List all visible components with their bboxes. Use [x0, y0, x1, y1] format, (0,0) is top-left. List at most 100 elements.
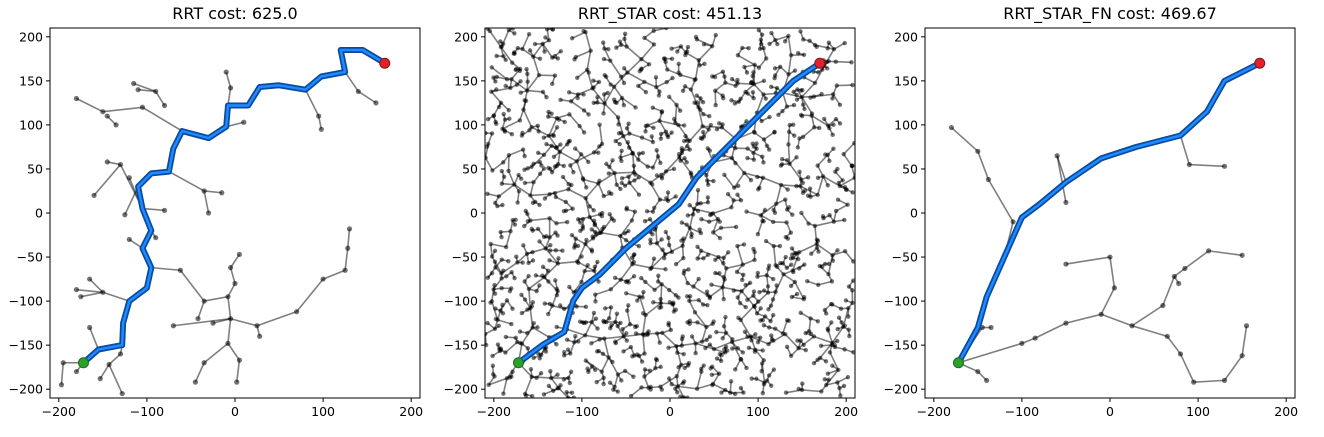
tree-edge [626, 58, 642, 74]
tree-node [195, 316, 201, 322]
tree-edge [142, 207, 165, 212]
tree-node [676, 295, 681, 300]
tree-node [676, 61, 681, 67]
tree-node [617, 141, 622, 147]
tree-node [597, 122, 602, 127]
tree-edge [230, 317, 258, 327]
tree-node [710, 382, 715, 388]
tree-node [601, 111, 606, 116]
tree-node [170, 323, 176, 329]
tree-edge [304, 89, 320, 117]
tree-node [594, 232, 599, 237]
x-tick-label: 100 [311, 404, 335, 419]
tree-node [707, 342, 713, 347]
tree-edge [768, 333, 786, 345]
tree-node [706, 127, 711, 132]
tree-node [801, 52, 807, 58]
tree-node [636, 175, 642, 180]
tree-node [664, 79, 669, 85]
tree-node [610, 359, 615, 365]
tree-node [607, 164, 612, 170]
x-tick-label: 200 [1274, 404, 1298, 419]
tree-node [642, 219, 648, 224]
tree-node [825, 183, 831, 188]
tree-node [579, 152, 584, 157]
tree-node [521, 243, 526, 248]
tree-node [601, 56, 607, 62]
tree-node [1177, 351, 1184, 357]
tree-node [561, 306, 567, 312]
tree-node [633, 172, 638, 177]
tree-node [192, 379, 198, 385]
tree-node [104, 113, 110, 119]
tree-node [639, 275, 644, 281]
tree-node [822, 377, 827, 382]
tree-node [1239, 252, 1245, 258]
tree-node [835, 197, 841, 202]
tree-node [842, 347, 847, 352]
tree-node [801, 295, 807, 300]
tree-node [554, 342, 559, 347]
tree-node [786, 33, 791, 39]
tree-node [733, 367, 738, 372]
tree-node [153, 88, 159, 95]
tree-node [836, 367, 841, 373]
tree-node [817, 125, 822, 131]
tree-node [708, 122, 714, 128]
tree-node [553, 278, 558, 283]
tree-node [618, 277, 623, 282]
tree-node [642, 79, 647, 85]
tree-node [845, 202, 850, 207]
tree-node [498, 229, 503, 235]
tree-node [571, 395, 577, 398]
tree-node [1191, 379, 1197, 385]
tree-node [622, 36, 627, 42]
tree-edge [558, 387, 569, 398]
tree-edge [774, 273, 785, 293]
tree-node [621, 349, 626, 354]
tree-node [718, 358, 724, 364]
tree-node [659, 387, 665, 392]
tree-node [520, 147, 526, 152]
tree-node [566, 375, 571, 381]
tree-node [345, 245, 351, 251]
tree-edge [504, 341, 518, 354]
tree-node [544, 28, 550, 32]
tree-node [526, 32, 532, 37]
tree-node [602, 101, 607, 106]
tree-node [1243, 323, 1250, 329]
tree-node [580, 224, 586, 229]
tree-node [771, 276, 776, 282]
tree-node [786, 142, 791, 147]
tree-node [615, 389, 620, 394]
tree-node [548, 369, 553, 374]
tree-node [664, 132, 670, 137]
tree-node [654, 331, 660, 336]
tree-edge [603, 86, 615, 104]
tree-node [733, 224, 739, 230]
tree-node [528, 193, 533, 198]
tree-node [498, 100, 504, 105]
tree-node [489, 271, 495, 276]
tree-node [537, 56, 543, 61]
tree-node [819, 389, 824, 394]
tree-node [635, 352, 640, 357]
tree-edge [576, 151, 595, 162]
tree-node [494, 121, 499, 127]
tree-edge [133, 82, 156, 93]
tree-edge [490, 91, 502, 104]
tree-node [627, 131, 632, 136]
tree-node [729, 76, 735, 82]
tree-node [547, 191, 552, 197]
tree-node [528, 367, 534, 372]
tree-edge [570, 100, 585, 112]
tree-edge [787, 35, 792, 56]
tree-node [594, 379, 599, 385]
tree-node [613, 138, 618, 144]
tree-edge [822, 175, 841, 187]
tree-node [632, 178, 637, 183]
tree-node [618, 233, 623, 239]
tree-node [763, 238, 769, 244]
tree-node [537, 159, 543, 165]
